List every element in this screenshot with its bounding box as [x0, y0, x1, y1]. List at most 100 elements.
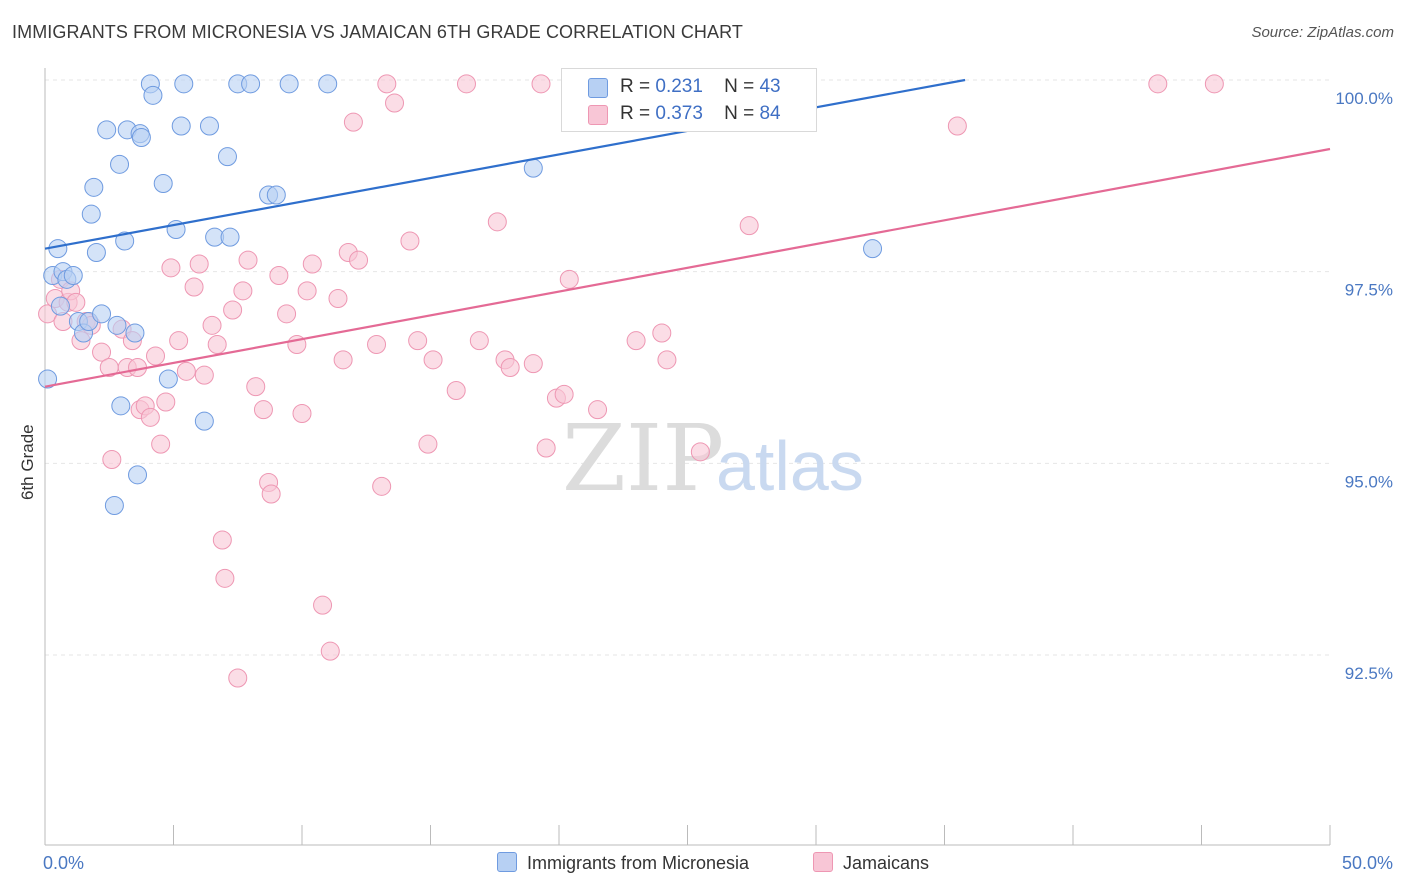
jamaicans-point: [161, 258, 181, 278]
jamaicans-point: [228, 668, 248, 688]
series-legend-jamaicans: Jamaicans: [813, 852, 929, 874]
legend-n-jamaicans: 84: [759, 103, 781, 124]
micronesia-point: [220, 227, 240, 247]
jamaicans-point: [523, 354, 543, 374]
micronesia-point: [863, 239, 883, 259]
micronesia-point: [110, 154, 130, 174]
legend-r-label: R =: [620, 103, 651, 124]
micronesia-point: [174, 74, 194, 94]
micronesia-point: [241, 74, 261, 94]
jamaicans-point: [261, 484, 281, 504]
stats-legend: R = 0.231 N = 43 R = 0.373 N = 84: [561, 68, 817, 132]
jamaicans-point: [400, 231, 420, 251]
jamaicans-point: [184, 277, 204, 297]
micronesia-point: [50, 296, 70, 316]
jamaicans-point: [469, 331, 489, 351]
y-axis-label: 6th Grade: [18, 424, 37, 500]
y-tick-label: 92.5%: [1345, 664, 1393, 683]
micronesia-point: [84, 177, 104, 197]
jamaicans-point: [408, 331, 428, 351]
micronesia-point: [81, 204, 101, 224]
jamaicans-legend-swatch: [813, 852, 833, 872]
jamaicans-point: [947, 116, 967, 136]
legend-r-micronesia: 0.231: [655, 76, 703, 97]
jamaicans-point: [739, 216, 759, 236]
jamaicans-point: [102, 450, 122, 469]
micronesia-point: [104, 496, 124, 515]
y-tick-label: 97.5%: [1345, 281, 1393, 300]
micronesia-point: [86, 243, 106, 262]
jamaicans-point: [253, 400, 273, 420]
micronesia-point: [217, 147, 237, 167]
gridlines: [45, 79, 1330, 656]
micronesia-point: [92, 304, 112, 324]
x-tick-label: 0.0%: [43, 853, 84, 873]
micronesia-point: [318, 74, 338, 94]
micronesia-point: [48, 239, 68, 259]
jamaicans-point: [297, 281, 317, 301]
jamaicans-point: [652, 323, 672, 343]
micronesia-point: [131, 128, 151, 147]
micronesia-point: [125, 323, 145, 343]
jamaicans-point: [328, 289, 348, 308]
jamaicans-point: [246, 377, 266, 397]
jamaicans-point: [333, 350, 353, 370]
jamaicans-point: [189, 254, 209, 274]
jamaicans-point: [1148, 74, 1168, 94]
micronesia-point: [97, 120, 117, 140]
jamaicans-point: [690, 442, 710, 462]
jamaicans-point: [151, 434, 171, 454]
jamaicans-point: [140, 407, 160, 427]
micronesia-point: [194, 411, 214, 431]
jamaicans-point: [377, 74, 397, 94]
micronesia-point: [279, 74, 299, 94]
jamaicans-point: [343, 112, 363, 132]
jamaicans-point: [536, 438, 556, 458]
jamaicans-point: [156, 392, 176, 412]
jamaicans-point: [238, 250, 258, 270]
jamaicans-trend-line: [44, 147, 1331, 388]
jamaicans-points: [38, 74, 1224, 688]
jamaicans-point: [559, 269, 579, 289]
micronesia-point: [171, 116, 191, 136]
legend-n-label: N =: [724, 76, 755, 97]
legend-n-label: N =: [724, 103, 755, 124]
tick-labels: 100.0% 97.5% 95.0% 92.5% 0.0% 50.0%: [43, 89, 1393, 873]
jamaicans-point: [212, 530, 232, 550]
jamaicans-point: [385, 93, 405, 113]
micronesia-point: [107, 315, 127, 335]
micronesia-point: [63, 266, 83, 285]
micronesia-point: [111, 396, 131, 416]
jamaicans-legend-label: Jamaicans: [843, 853, 930, 873]
micronesia-point: [143, 85, 163, 105]
y-tick-label: 95.0%: [1345, 472, 1393, 491]
chart-title: IMMIGRANTS FROM MICRONESIA VS JAMAICAN 6…: [12, 22, 744, 42]
jamaicans-point: [292, 404, 312, 423]
jamaicans-point: [446, 381, 466, 400]
jamaicans-point: [1204, 74, 1224, 94]
jamaicans-point: [277, 304, 297, 324]
jamaicans-point: [215, 568, 235, 588]
micronesia-point: [115, 231, 135, 251]
micronesia-legend-swatch: [497, 852, 517, 872]
jamaicans-point: [302, 254, 322, 274]
jamaicans-point: [176, 361, 196, 381]
jamaicans-point: [313, 595, 333, 615]
jamaicans-point: [349, 250, 369, 270]
watermark-atlas: atlas: [716, 427, 864, 505]
series-legend-micronesia: Immigrants from Micronesia: [497, 852, 749, 874]
x-tick-label: 50.0%: [1342, 853, 1393, 873]
jamaicans-point: [554, 384, 574, 404]
jamaicans-point: [194, 365, 214, 385]
legend-r-jamaicans: 0.373: [655, 103, 703, 124]
micronesia-points: [38, 74, 883, 515]
jamaicans-point: [92, 342, 112, 362]
jamaicans-point: [223, 300, 243, 320]
micronesia-point: [158, 369, 178, 389]
jamaicans-point: [207, 335, 227, 354]
micronesia-point: [266, 185, 286, 205]
jamaicans-point: [657, 350, 677, 370]
jamaicans-point: [626, 331, 646, 351]
jamaicans-point: [169, 331, 189, 351]
